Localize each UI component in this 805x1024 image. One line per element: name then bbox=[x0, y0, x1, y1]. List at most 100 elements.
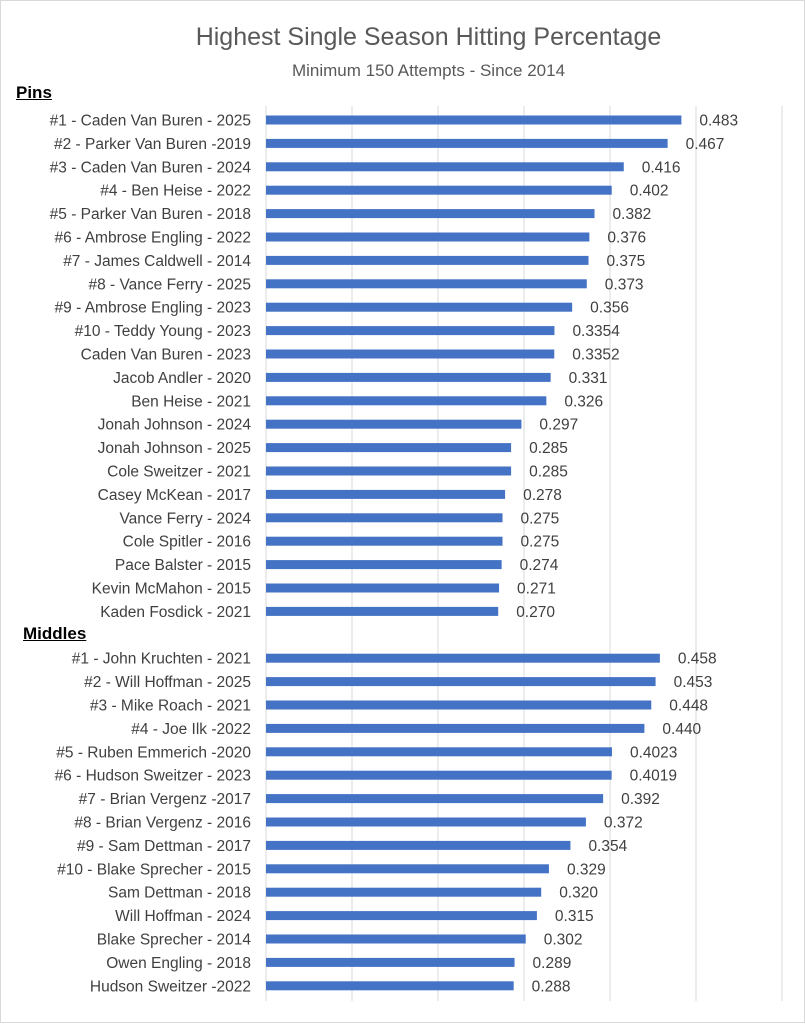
data-label: 0.392 bbox=[621, 791, 660, 808]
data-label: 0.453 bbox=[674, 674, 713, 691]
data-label: 0.4019 bbox=[630, 768, 677, 785]
category-label: #7 - Brian Vergenz -2017 bbox=[79, 791, 251, 808]
data-label: 0.297 bbox=[539, 417, 578, 434]
bar bbox=[266, 723, 645, 733]
category-label: Vance Ferry - 2024 bbox=[119, 510, 251, 527]
category-label: #8 - Brian Vergenz - 2016 bbox=[74, 815, 251, 832]
category-label: #10 - Teddy Young - 2023 bbox=[75, 323, 251, 340]
category-label: Hudson Sweitzer -2022 bbox=[90, 978, 251, 995]
data-label: 0.376 bbox=[607, 230, 646, 247]
bar bbox=[266, 934, 526, 944]
bar bbox=[266, 887, 542, 897]
data-label: 0.320 bbox=[559, 885, 598, 902]
bar bbox=[266, 957, 515, 967]
chart-title: Highest Single Season Hitting Percentage bbox=[195, 23, 662, 51]
data-label: 0.458 bbox=[678, 651, 717, 668]
data-label: 0.3352 bbox=[572, 347, 619, 364]
data-label: 0.274 bbox=[520, 557, 559, 574]
bar bbox=[266, 864, 549, 874]
data-label: 0.483 bbox=[699, 113, 738, 130]
category-label: #5 - Parker Van Buren - 2018 bbox=[50, 206, 251, 223]
bar bbox=[266, 536, 503, 546]
data-label: 0.288 bbox=[532, 978, 571, 995]
category-label: Casey McKean - 2017 bbox=[98, 487, 251, 504]
data-label: 0.375 bbox=[607, 253, 646, 270]
data-label: 0.331 bbox=[569, 370, 608, 387]
bar bbox=[266, 138, 668, 148]
data-label: 0.271 bbox=[517, 581, 556, 598]
data-label: 0.285 bbox=[529, 440, 568, 457]
category-label: #4 - Ben Heise - 2022 bbox=[100, 183, 251, 200]
category-label: Sam Dettman - 2018 bbox=[108, 885, 251, 902]
bar bbox=[266, 583, 500, 593]
data-label: 0.467 bbox=[686, 136, 725, 153]
bar bbox=[266, 747, 612, 757]
data-label: 0.326 bbox=[564, 393, 603, 410]
category-label: Blake Sprecher - 2014 bbox=[97, 932, 252, 949]
bar bbox=[266, 770, 612, 780]
category-label: Cole Spitler - 2016 bbox=[123, 534, 251, 551]
bar bbox=[266, 443, 512, 453]
data-label: 0.416 bbox=[642, 159, 681, 176]
data-label: 0.275 bbox=[521, 510, 560, 527]
category-label: #9 - Sam Dettman - 2017 bbox=[77, 838, 251, 855]
bar bbox=[266, 677, 656, 687]
bar bbox=[266, 700, 652, 710]
bar bbox=[266, 489, 506, 499]
category-label: #7 - James Caldwell - 2014 bbox=[63, 253, 251, 270]
bar bbox=[266, 162, 624, 172]
data-label: 0.4023 bbox=[630, 744, 677, 761]
bar bbox=[266, 419, 522, 429]
category-label: #9 - Ambrose Engling - 2023 bbox=[55, 300, 251, 317]
category-label: #4 - Joe Ilk -2022 bbox=[131, 721, 251, 738]
data-label: 0.354 bbox=[588, 838, 627, 855]
bar bbox=[266, 560, 502, 570]
bar bbox=[266, 232, 590, 242]
category-label: #2 - Will Hoffman - 2025 bbox=[84, 674, 251, 691]
category-label: Caden Van Buren - 2023 bbox=[81, 347, 251, 364]
data-label: 0.315 bbox=[555, 908, 594, 925]
data-label: 0.448 bbox=[669, 698, 708, 715]
category-label: Jacob Andler - 2020 bbox=[113, 370, 251, 387]
bar bbox=[266, 653, 660, 663]
data-label: 0.402 bbox=[630, 183, 669, 200]
chart-subtitle: Minimum 150 Attempts - Since 2014 bbox=[291, 61, 566, 80]
category-label: Ben Heise - 2021 bbox=[131, 393, 251, 410]
bar bbox=[266, 255, 589, 265]
category-label: Will Hoffman - 2024 bbox=[115, 908, 251, 925]
category-label: Kevin McMahon - 2015 bbox=[92, 581, 251, 598]
category-label: #6 - Ambrose Engling - 2022 bbox=[55, 230, 251, 247]
data-label: 0.440 bbox=[662, 721, 701, 738]
bar bbox=[266, 840, 571, 850]
data-label: 0.372 bbox=[604, 815, 643, 832]
data-label: 0.278 bbox=[523, 487, 562, 504]
category-label: Cole Sweitzer - 2021 bbox=[107, 464, 251, 481]
bar bbox=[266, 817, 586, 827]
bar bbox=[266, 349, 555, 359]
category-label: #3 - Mike Roach - 2021 bbox=[90, 698, 251, 715]
category-label: Jonah Johnson - 2025 bbox=[98, 440, 251, 457]
bar bbox=[266, 396, 547, 406]
data-label: 0.3354 bbox=[572, 323, 620, 340]
bar bbox=[266, 209, 595, 219]
data-label: 0.356 bbox=[590, 300, 629, 317]
bar bbox=[266, 302, 573, 312]
section-header-middles: Middles bbox=[23, 624, 87, 643]
bar bbox=[266, 372, 551, 382]
category-label: #1 - Caden Van Buren - 2025 bbox=[50, 113, 251, 130]
category-label: #8 - Vance Ferry - 2025 bbox=[88, 276, 251, 293]
bar bbox=[266, 115, 682, 125]
bar bbox=[266, 981, 514, 991]
category-label: #1 - John Kruchten - 2021 bbox=[72, 651, 251, 668]
data-label: 0.302 bbox=[544, 932, 583, 949]
category-label: #10 - Blake Sprecher - 2015 bbox=[57, 861, 251, 878]
category-label: #2 - Parker Van Buren -2019 bbox=[54, 136, 251, 153]
data-label: 0.270 bbox=[516, 604, 555, 621]
section-header-pins: Pins bbox=[16, 83, 52, 102]
bar bbox=[266, 466, 512, 476]
bar bbox=[266, 606, 499, 616]
data-label: 0.382 bbox=[613, 206, 652, 223]
data-label: 0.373 bbox=[605, 276, 644, 293]
